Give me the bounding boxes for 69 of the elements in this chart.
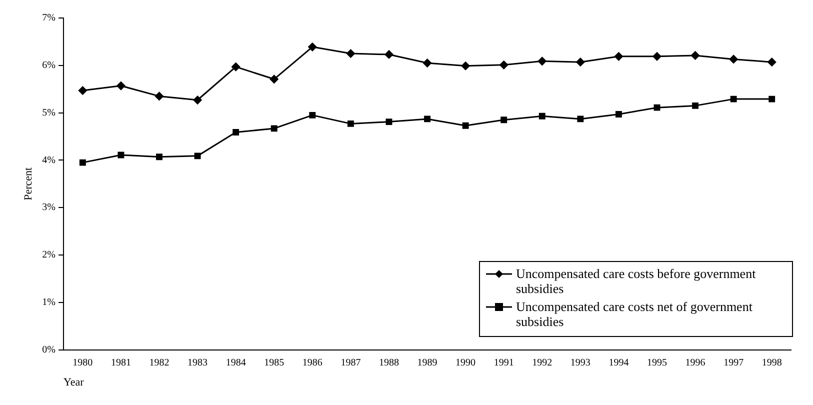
point	[156, 154, 162, 160]
point	[654, 104, 660, 111]
point	[155, 92, 164, 100]
point	[308, 42, 317, 52]
point	[232, 62, 240, 72]
point	[347, 120, 354, 127]
x-tick-label: 1986	[302, 357, 322, 368]
x-tick-label: 1984	[226, 357, 246, 368]
point	[577, 116, 584, 122]
point	[691, 51, 700, 60]
legend-label: Uncompensated care costs before government subsidies	[516, 266, 757, 296]
point	[384, 50, 394, 59]
x-tick-label: 1998	[762, 357, 782, 368]
point	[118, 152, 124, 158]
x-tick-label: 1995	[646, 357, 667, 368]
y-axis-title: Percent	[22, 167, 34, 200]
point	[232, 129, 240, 136]
x-tick-label: 1994	[608, 357, 629, 368]
point	[500, 116, 508, 124]
x-tick-label: 1981	[110, 357, 131, 368]
point	[768, 58, 776, 66]
point	[423, 58, 432, 68]
point	[193, 96, 202, 104]
x-tick-label: 1993	[570, 357, 590, 368]
y-tick-label: 4%	[42, 154, 56, 166]
x-tick-label: 1980	[72, 357, 93, 368]
x-tick-label: 1992	[532, 357, 552, 368]
point	[576, 58, 585, 66]
x-tick-label: 1997	[724, 357, 744, 368]
x-tick-label: 1983	[188, 357, 208, 368]
x-tick-label: 1988	[378, 357, 399, 368]
point	[424, 116, 430, 122]
point	[346, 49, 355, 58]
x-tick-label: 1987	[340, 357, 361, 368]
x-tick-label: 1996	[685, 357, 706, 368]
point	[309, 112, 316, 118]
x-tick-label: 1990	[456, 357, 476, 368]
point	[116, 82, 126, 90]
point	[615, 110, 622, 118]
y-tick-label: 0%	[42, 344, 56, 356]
y-tick-label: 6%	[42, 60, 56, 72]
point	[652, 52, 662, 61]
y-tick-label: 5%	[42, 107, 56, 118]
point	[79, 159, 86, 166]
point	[194, 152, 201, 160]
point	[500, 60, 508, 70]
point	[270, 125, 278, 132]
x-tick-label: 1991	[494, 357, 514, 368]
point	[538, 112, 546, 120]
point	[768, 96, 776, 102]
x-tick-label: 1985	[264, 357, 284, 368]
point	[614, 52, 623, 61]
x-axis-title: Year	[64, 376, 84, 388]
y-tick-label: 1%	[42, 297, 56, 308]
point	[270, 74, 278, 84]
point	[461, 62, 470, 70]
point	[386, 118, 392, 126]
legend-label: Uncompensated care costs net of government subsidies	[516, 299, 754, 329]
point	[538, 56, 546, 66]
y-tick-label: 7%	[42, 12, 56, 24]
point	[462, 122, 469, 129]
y-tick-label: 3%	[42, 202, 56, 214]
y-tick-label: 2%	[42, 250, 56, 261]
point	[730, 96, 737, 102]
point	[692, 102, 699, 109]
point	[729, 54, 738, 64]
point	[78, 86, 87, 95]
x-tick-label: 1989	[417, 357, 438, 368]
x-tick-label: 1982	[149, 357, 170, 368]
